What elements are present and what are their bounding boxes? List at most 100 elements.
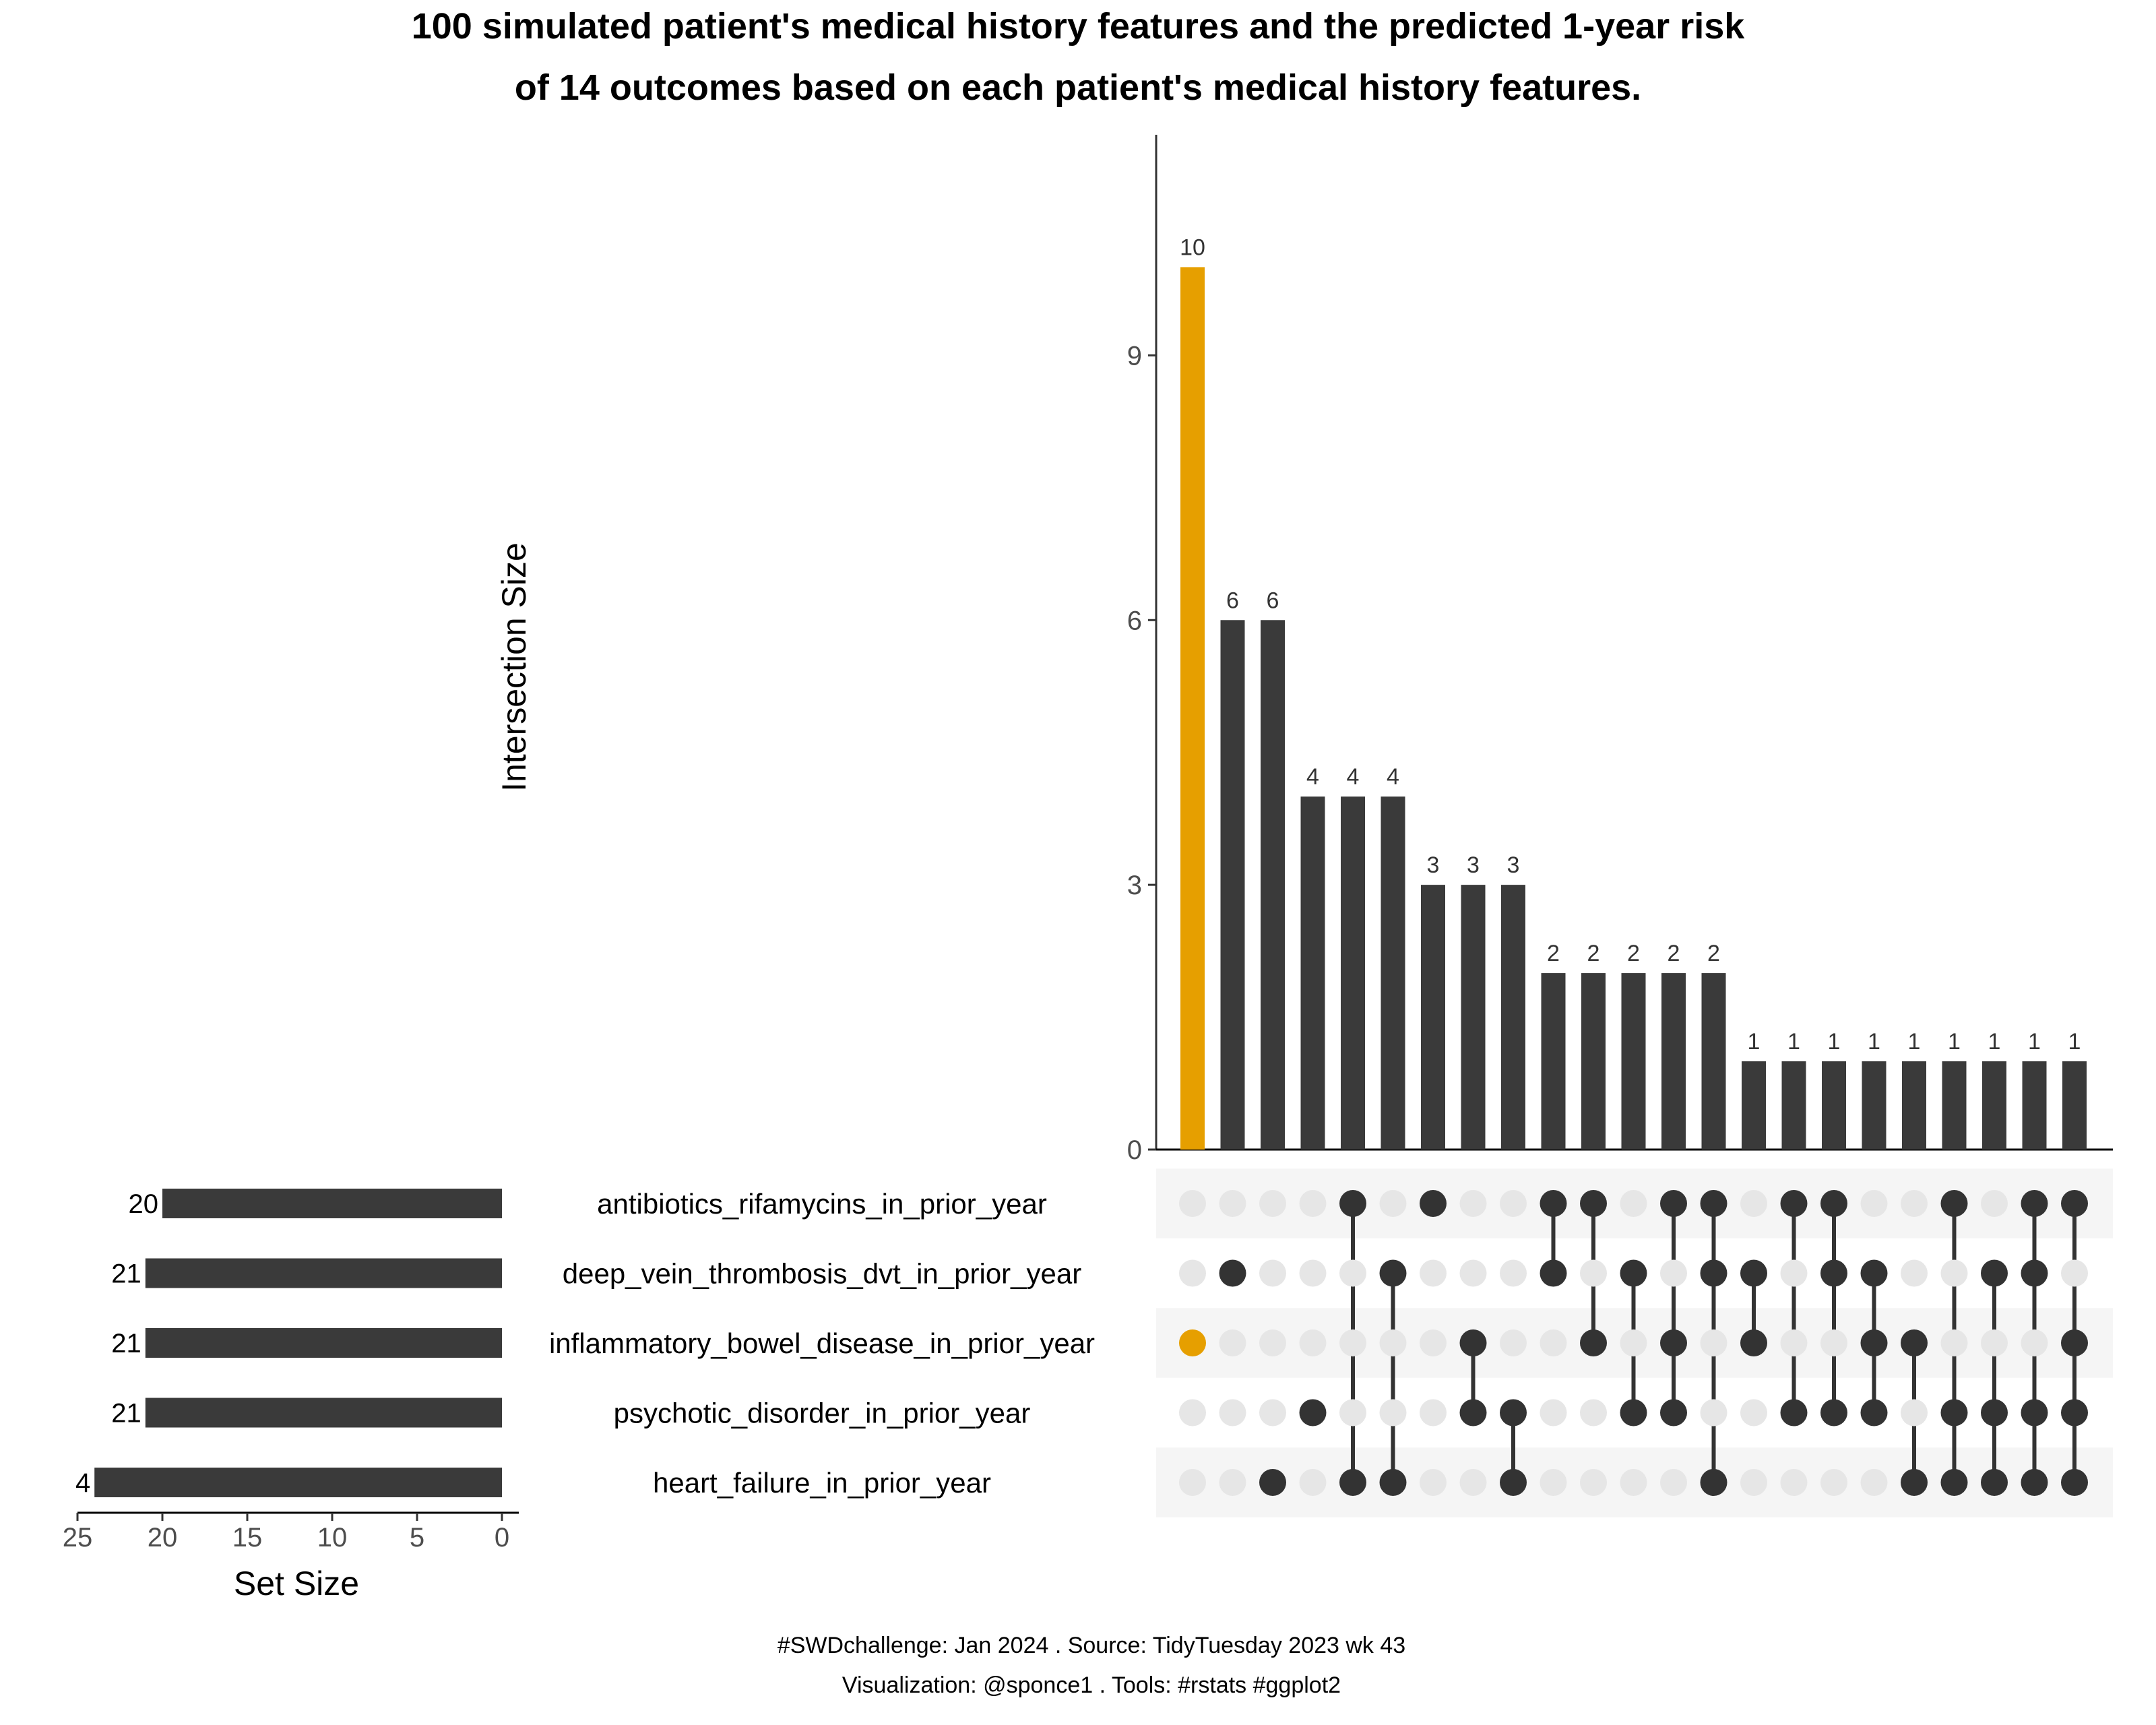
intersection-bar xyxy=(2022,1061,2047,1150)
intersection-bar xyxy=(1781,1061,1806,1150)
matrix-dot-inactive xyxy=(1259,1190,1286,1217)
matrix-dot-active xyxy=(1660,1329,1687,1356)
matrix-dot-inactive xyxy=(1179,1259,1206,1287)
intersection-bar xyxy=(1701,973,1726,1150)
set-size-bar xyxy=(145,1258,503,1288)
matrix-dot-inactive xyxy=(1299,1259,1327,1287)
matrix-dot-active xyxy=(1259,1469,1286,1496)
matrix-dot-inactive xyxy=(1219,1329,1246,1356)
matrix-dot-inactive xyxy=(1219,1190,1246,1217)
matrix-dot-active xyxy=(2061,1469,2088,1496)
matrix-dot-active xyxy=(1820,1190,1847,1217)
matrix-dot-inactive xyxy=(1500,1329,1527,1356)
intersection-bar-label: 1 xyxy=(1868,1029,1880,1055)
intersection-bar-label: 1 xyxy=(2068,1029,2081,1055)
intersection-bar xyxy=(1501,885,1525,1150)
matrix-dot-active xyxy=(1940,1399,1968,1426)
intersection-bar-label: 10 xyxy=(1180,234,1205,260)
set-size-axis-title: Set Size xyxy=(234,1565,359,1602)
matrix-dot-active xyxy=(1740,1259,1767,1287)
intersection-bar-label: 1 xyxy=(1748,1029,1761,1055)
intersection-bar xyxy=(1421,885,1445,1150)
matrix-dot-active xyxy=(1620,1399,1647,1426)
matrix-dot-inactive xyxy=(1860,1469,1888,1496)
set-axis-tick-label: 15 xyxy=(232,1523,263,1552)
matrix-dot-active xyxy=(2061,1329,2088,1356)
intersection-bar-label: 4 xyxy=(1387,764,1399,790)
y-tick-label: 6 xyxy=(1127,606,1142,635)
intersection-bar-label: 2 xyxy=(1547,941,1560,966)
intersection-bar-label: 6 xyxy=(1226,588,1239,613)
intersection-matrix xyxy=(1179,1190,2088,1496)
intersection-bar-label: 2 xyxy=(1668,941,1680,966)
matrix-dot-active xyxy=(1379,1259,1407,1287)
matrix-dot-inactive xyxy=(1620,1469,1647,1496)
matrix-dot-active xyxy=(1740,1329,1767,1356)
intersection-bar-label: 1 xyxy=(2028,1029,2041,1055)
set-size-label: 21 xyxy=(111,1259,141,1289)
matrix-dot-active xyxy=(1860,1399,1888,1426)
matrix-dot-active xyxy=(1780,1399,1808,1426)
matrix-dot-inactive xyxy=(1580,1469,1607,1496)
matrix-dot-inactive xyxy=(1901,1190,1928,1217)
matrix-dot-inactive xyxy=(1219,1469,1246,1496)
intersection-bar xyxy=(1661,973,1686,1150)
matrix-dot-active xyxy=(2021,1190,2048,1217)
set-label: deep_vein_thrombosis_dvt_in_prior_year xyxy=(563,1258,1081,1290)
matrix-dot-active xyxy=(1700,1469,1727,1496)
intersection-bar-label: 4 xyxy=(1306,764,1319,790)
intersection-bar xyxy=(1742,1061,1766,1150)
matrix-dot-active xyxy=(1940,1469,1968,1496)
matrix-dot-active xyxy=(1901,1469,1928,1496)
intersection-bar xyxy=(1261,620,1285,1150)
matrix-dot-inactive xyxy=(1259,1259,1286,1287)
matrix-dot-active xyxy=(1580,1190,1607,1217)
matrix-dot-active xyxy=(1540,1259,1567,1287)
matrix-dot-inactive xyxy=(1540,1469,1567,1496)
set-axis-tick-label: 20 xyxy=(148,1523,178,1552)
matrix-dot-inactive xyxy=(1981,1190,2008,1217)
matrix-dot-inactive xyxy=(1660,1259,1687,1287)
matrix-dot-inactive xyxy=(1179,1469,1206,1496)
chart-title-line-1: 100 simulated patient's medical history … xyxy=(412,6,1746,46)
matrix-dot-active xyxy=(2061,1399,2088,1426)
matrix-dot-active xyxy=(1500,1399,1527,1426)
matrix-dot-active xyxy=(1820,1399,1847,1426)
set-axis-tick-label: 0 xyxy=(495,1523,509,1552)
intersection-bars: 106 64 4 43 3 32 2 2 2 21 1 1 1 1 1 1 1 1 xyxy=(1180,234,2087,1150)
intersection-bar xyxy=(1581,973,1606,1150)
matrix-dot-active xyxy=(1339,1190,1366,1217)
intersection-bar xyxy=(1862,1061,1886,1150)
y-tick-label: 3 xyxy=(1127,871,1142,900)
intersection-bar-label: 1 xyxy=(1908,1029,1921,1055)
matrix-dot-active xyxy=(1820,1259,1847,1287)
intersection-bar-label: 4 xyxy=(1347,764,1360,790)
intersection-bar-label: 3 xyxy=(1507,852,1520,878)
matrix-dot-active xyxy=(1620,1259,1647,1287)
intersection-bar-label: 2 xyxy=(1587,941,1600,966)
matrix-dot-inactive xyxy=(1981,1329,2008,1356)
matrix-dot-inactive xyxy=(1420,1329,1447,1356)
y-tick-label: 0 xyxy=(1127,1135,1142,1165)
matrix-dot-active xyxy=(1299,1399,1327,1426)
set-size-bars: 20 21 21 21 4 xyxy=(75,1189,503,1498)
matrix-dot-inactive xyxy=(1740,1399,1767,1426)
intersection-bar-label: 1 xyxy=(1988,1029,2001,1055)
caption-line-2: Visualization: @sponce1 . Tools: #rstats… xyxy=(842,1672,1341,1698)
matrix-dot-inactive xyxy=(1540,1399,1567,1426)
matrix-dot-active xyxy=(2021,1259,2048,1287)
matrix-dot-active xyxy=(1339,1469,1366,1496)
intersection-bar-label: 3 xyxy=(1467,852,1480,878)
matrix-dot-active xyxy=(2021,1399,2048,1426)
matrix-dot-active xyxy=(1500,1469,1527,1496)
matrix-dot-inactive xyxy=(1379,1329,1407,1356)
matrix-dot-inactive xyxy=(1379,1190,1407,1217)
set-label: heart_failure_in_prior_year xyxy=(653,1467,991,1499)
matrix-dot-inactive xyxy=(1500,1259,1527,1287)
matrix-dot-inactive xyxy=(1620,1190,1647,1217)
matrix-dot-inactive xyxy=(1459,1469,1487,1496)
set-label: psychotic_disorder_in_prior_year xyxy=(614,1398,1031,1429)
matrix-dot-inactive xyxy=(1740,1190,1767,1217)
matrix-dot-inactive xyxy=(1420,1259,1447,1287)
